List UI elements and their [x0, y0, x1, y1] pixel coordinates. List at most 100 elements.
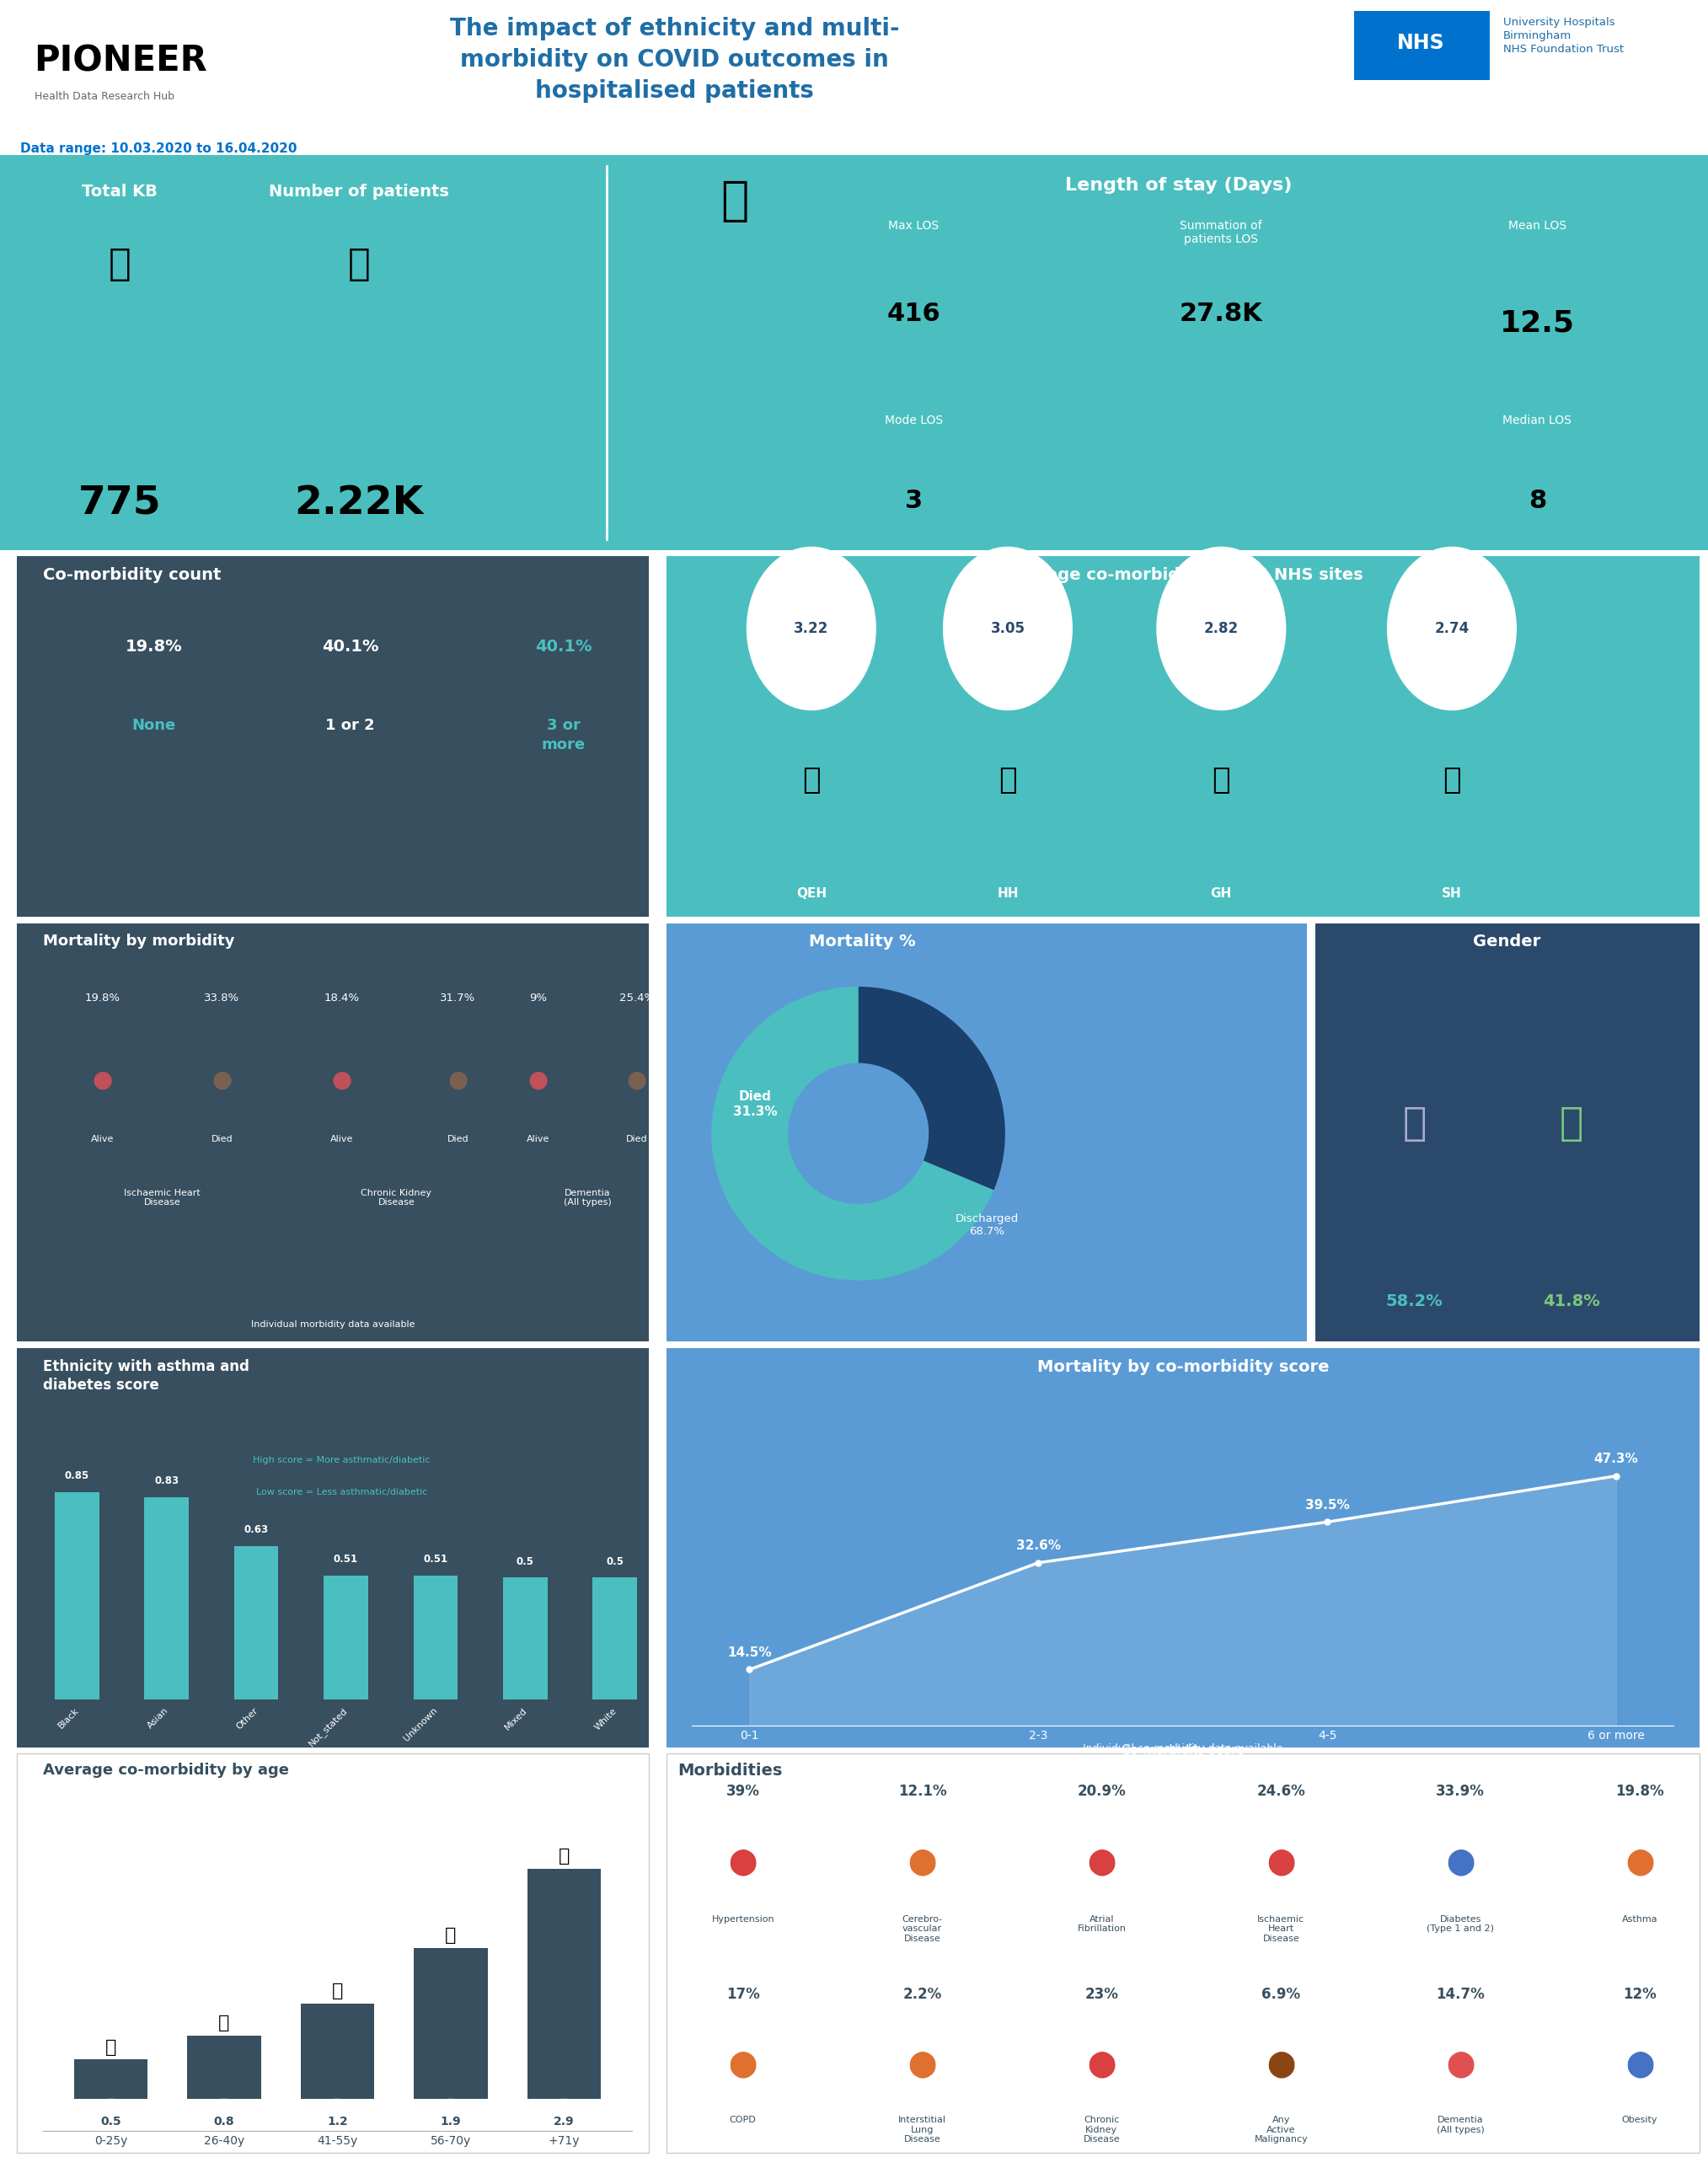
- FancyBboxPatch shape: [504, 1577, 547, 1700]
- Text: PIONEER: PIONEER: [34, 43, 208, 78]
- Text: SH: SH: [1442, 887, 1462, 899]
- Text: 31.7%: 31.7%: [441, 992, 475, 1003]
- Text: Alive: Alive: [330, 1135, 354, 1143]
- Text: GH: GH: [1211, 887, 1231, 899]
- Text: COPD: COPD: [729, 2116, 757, 2125]
- Bar: [413, 1948, 487, 2099]
- Text: NHS: NHS: [1397, 32, 1445, 54]
- Text: Died: Died: [447, 1135, 468, 1143]
- FancyBboxPatch shape: [666, 557, 1699, 917]
- FancyBboxPatch shape: [666, 923, 1307, 1342]
- Text: 🧍: 🧍: [347, 246, 371, 283]
- FancyBboxPatch shape: [593, 1577, 637, 1700]
- Text: 47.3%: 47.3%: [1594, 1452, 1638, 1465]
- Text: 20.9%: 20.9%: [1078, 1784, 1126, 1799]
- Text: 17%: 17%: [726, 1987, 760, 2002]
- Text: Alive: Alive: [526, 1135, 550, 1143]
- FancyBboxPatch shape: [55, 1493, 99, 1700]
- Text: Black: Black: [56, 1706, 80, 1730]
- FancyBboxPatch shape: [0, 155, 1708, 550]
- Text: Mortality %: Mortality %: [810, 934, 915, 949]
- Text: Average co-morbidity over 4 NHS sites: Average co-morbidity over 4 NHS sites: [1004, 567, 1363, 582]
- Text: Obesity: Obesity: [1623, 2116, 1657, 2125]
- Bar: [301, 2004, 374, 2099]
- Text: Interstitial
Lung
Disease: Interstitial Lung Disease: [898, 2116, 946, 2144]
- Circle shape: [79, 2099, 142, 2144]
- Text: 58.2%: 58.2%: [1385, 1294, 1443, 1309]
- Text: 🏥: 🏥: [1213, 766, 1230, 794]
- Text: Max LOS: Max LOS: [888, 220, 939, 231]
- Text: 🧑: 🧑: [106, 2038, 116, 2056]
- FancyBboxPatch shape: [325, 1575, 369, 1700]
- Text: Ischaemic Heart
Disease: Ischaemic Heart Disease: [125, 1189, 200, 1206]
- Text: Other: Other: [234, 1706, 260, 1732]
- Text: 25.4%: 25.4%: [620, 992, 654, 1003]
- Text: Asthma: Asthma: [1621, 1915, 1658, 1924]
- Text: 0.63: 0.63: [244, 1525, 268, 1536]
- FancyBboxPatch shape: [145, 1497, 188, 1700]
- Text: Died
31.3%: Died 31.3%: [733, 1091, 777, 1117]
- FancyBboxPatch shape: [234, 1547, 278, 1700]
- FancyBboxPatch shape: [413, 1575, 458, 1700]
- Text: University Hospitals
Birmingham
NHS Foundation Trust: University Hospitals Birmingham NHS Foun…: [1503, 17, 1624, 56]
- Text: Data range: 10.03.2020 to 16.04.2020: Data range: 10.03.2020 to 16.04.2020: [20, 142, 297, 155]
- Text: ⬤: ⬤: [1267, 2051, 1295, 2077]
- Text: Alive: Alive: [91, 1135, 114, 1143]
- Text: Ischaemic
Heart
Disease: Ischaemic Heart Disease: [1257, 1915, 1305, 1943]
- Text: ⬤: ⬤: [909, 1849, 936, 1874]
- Text: 1 or 2: 1 or 2: [326, 718, 374, 733]
- FancyBboxPatch shape: [666, 1348, 1699, 1747]
- Text: 🧍: 🧍: [1559, 1104, 1583, 1143]
- Text: ⬤: ⬤: [1626, 1849, 1653, 1874]
- Text: Mode LOS: Mode LOS: [885, 414, 943, 425]
- Bar: [73, 2060, 147, 2099]
- Circle shape: [418, 2099, 482, 2144]
- Text: 0.8: 0.8: [214, 2116, 234, 2127]
- Circle shape: [746, 546, 876, 710]
- Text: Diabetes
(Type 1 and 2): Diabetes (Type 1 and 2): [1426, 1915, 1494, 1933]
- Text: 3.22: 3.22: [794, 621, 828, 636]
- Text: 33.9%: 33.9%: [1436, 1784, 1484, 1799]
- Text: QEH: QEH: [796, 887, 827, 899]
- FancyBboxPatch shape: [1315, 923, 1699, 1342]
- Text: 🧑: 🧑: [331, 1982, 343, 2000]
- Text: Summation of
patients LOS: Summation of patients LOS: [1180, 220, 1262, 246]
- Text: Discharged
68.7%: Discharged 68.7%: [955, 1214, 1018, 1238]
- Text: 0.5: 0.5: [101, 2116, 121, 2127]
- Text: Morbidities: Morbidities: [678, 1762, 782, 1777]
- Circle shape: [1156, 546, 1286, 710]
- Wedge shape: [857, 986, 1004, 1191]
- Text: Mortality by co-morbidity score: Mortality by co-morbidity score: [1038, 1359, 1329, 1374]
- Text: Cerebro-
vascular
Disease: Cerebro- vascular Disease: [902, 1915, 943, 1943]
- Text: 9%: 9%: [529, 992, 547, 1003]
- Text: ●: ●: [447, 1068, 468, 1091]
- Text: 416: 416: [886, 302, 941, 326]
- Text: HH: HH: [997, 887, 1018, 899]
- Text: Individual morbidity data available: Individual morbidity data available: [251, 1320, 415, 1329]
- FancyBboxPatch shape: [1354, 11, 1489, 80]
- Text: Health Data Research Hub: Health Data Research Hub: [34, 91, 174, 101]
- Text: Dementia
(All types): Dementia (All types): [1436, 2116, 1484, 2133]
- Text: Mixed: Mixed: [502, 1706, 529, 1732]
- Text: Low score = Less asthmatic/diabetic: Low score = Less asthmatic/diabetic: [256, 1488, 427, 1497]
- Circle shape: [533, 2099, 596, 2144]
- Text: ●: ●: [528, 1068, 548, 1091]
- Text: Atrial
Fibrillation: Atrial Fibrillation: [1078, 1915, 1126, 1933]
- Text: ⬤: ⬤: [729, 1849, 757, 1874]
- Text: ⬤: ⬤: [909, 2051, 936, 2077]
- Text: 39%: 39%: [726, 1784, 760, 1799]
- Text: Chronic Kidney
Disease: Chronic Kidney Disease: [360, 1189, 432, 1206]
- Text: 2.2%: 2.2%: [904, 1987, 941, 2002]
- Text: Co-morbidity count: Co-morbidity count: [43, 567, 220, 582]
- Text: Chronic
Kidney
Disease: Chronic Kidney Disease: [1083, 2116, 1120, 2144]
- Circle shape: [943, 546, 1073, 710]
- Text: ⬤: ⬤: [1447, 2051, 1474, 2077]
- Text: 0.51: 0.51: [424, 1553, 447, 1564]
- Text: 🗄: 🗄: [108, 246, 132, 283]
- Text: 3: 3: [905, 490, 922, 513]
- Text: 18.4%: 18.4%: [325, 992, 359, 1003]
- FancyBboxPatch shape: [17, 923, 649, 1342]
- Text: 32.6%: 32.6%: [1016, 1540, 1061, 1553]
- Text: Mean LOS: Mean LOS: [1508, 220, 1566, 231]
- Text: ⬤: ⬤: [729, 2051, 757, 2077]
